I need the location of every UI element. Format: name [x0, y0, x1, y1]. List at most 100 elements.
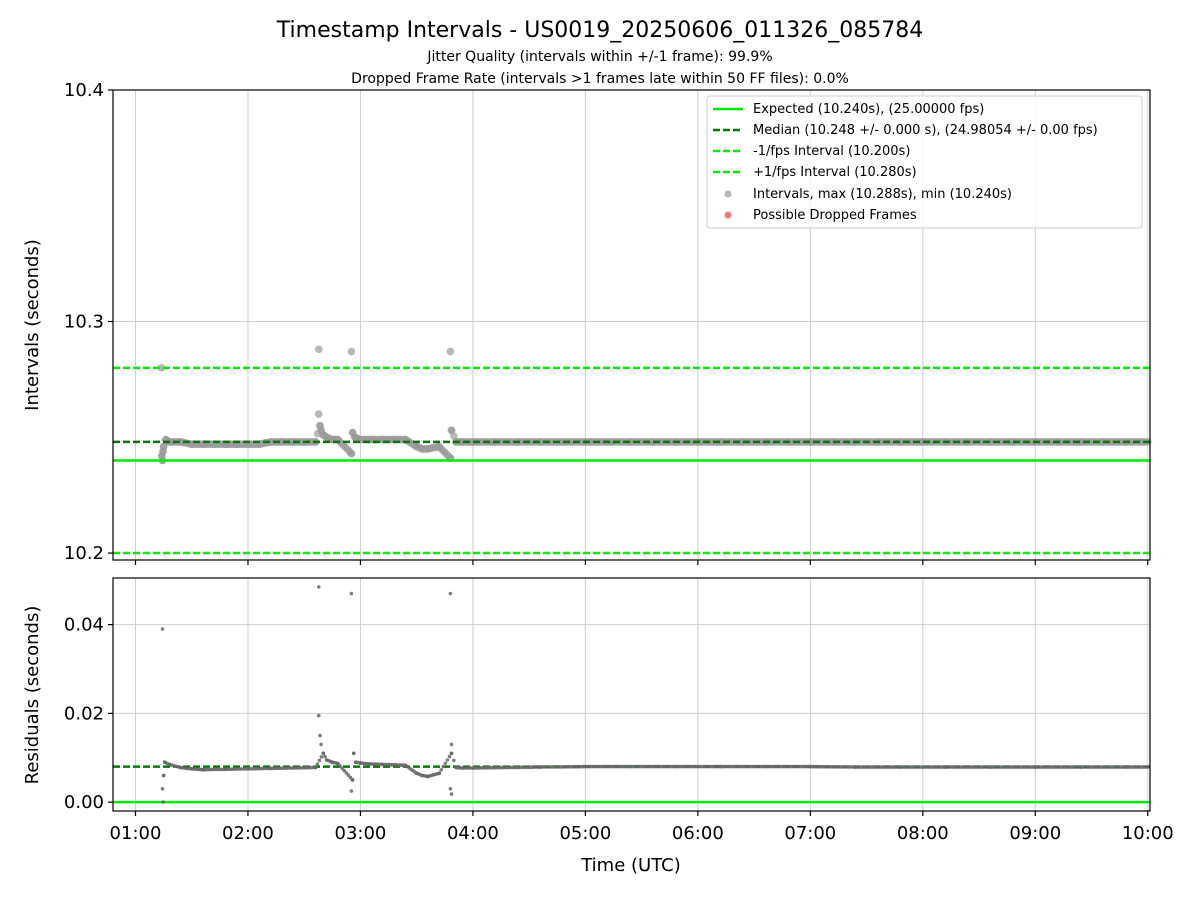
x-tick-label-7: 08:00 [897, 823, 949, 844]
residuals-point-52 [853, 765, 858, 769]
residuals-point-13 [313, 765, 318, 770]
residuals-band-point [338, 764, 342, 768]
residuals-point-43 [471, 766, 475, 770]
residuals-band-point [439, 768, 444, 772]
residuals-point-31 [403, 763, 408, 768]
residuals-point-32 [414, 771, 419, 776]
intervals-point-74 [1099, 438, 1107, 446]
residuals-point-2 [161, 800, 165, 804]
residuals-point-3 [161, 773, 166, 778]
residuals-point-41 [454, 765, 458, 770]
residuals-point-12 [291, 766, 295, 770]
residuals-panel: 0.00 0.02 0.04 01:00 02:00 03:00 04:00 05:00 06… [22, 577, 1174, 876]
x-axis-label: Time (UTC) [580, 855, 681, 876]
residuals-point-56 [1033, 765, 1038, 769]
residuals-grid [113, 578, 1150, 811]
intervals-point-21 [315, 410, 323, 418]
chart-subtitle-jitter: Jitter Quality (intervals within +/-1 fr… [426, 49, 772, 65]
residuals-point-36 [448, 591, 453, 596]
residuals-point-4 [162, 760, 167, 764]
residuals-point-10 [246, 767, 250, 771]
residuals-y-tick-label-0: 0.00 [64, 792, 104, 813]
intervals-point-7 [176, 438, 185, 446]
residuals-point-45 [538, 765, 543, 769]
residuals-point-35 [437, 771, 442, 776]
intervals-point-15 [266, 438, 275, 446]
residuals-point-37 [448, 787, 453, 791]
residuals-point-8 [201, 767, 205, 772]
residuals-point-11 [268, 766, 273, 771]
intervals-plot-frame [112, 89, 1151, 561]
chart-title: Timestamp Intervals - US0019_20250606_01… [276, 18, 923, 43]
intervals-point-58 [739, 438, 747, 446]
residuals-point-27 [358, 761, 363, 765]
intervals-point-29 [347, 449, 356, 458]
residuals-point-16 [318, 733, 322, 738]
intervals-band-point [450, 432, 458, 440]
chart-subtitle-dropped: Dropped Frame Rate (intervals >1 frames … [351, 71, 849, 87]
legend-plus-fps-label: +1/fps Interval (10.280s) [753, 165, 917, 180]
intervals-point-61 [806, 438, 815, 446]
residuals-point-6 [178, 765, 183, 770]
residuals-point-53 [898, 765, 903, 769]
intervals-point-40 [435, 442, 444, 451]
residuals-band-point [441, 764, 446, 769]
intervals-legend: Expected (10.240s), (25.00000 fps) Media… [706, 95, 1143, 229]
residuals-point-7 [189, 767, 194, 771]
residuals-point-28 [369, 762, 374, 766]
intervals-point-54 [649, 438, 657, 446]
residuals-point-14 [317, 585, 321, 589]
intervals-point-70 [1009, 438, 1017, 446]
intervals-point-49 [536, 438, 545, 446]
x-tick-label-8: 09:00 [1009, 823, 1061, 844]
residuals-point-23 [349, 789, 354, 793]
residuals-y-ticks: 0.00 0.02 0.04 [64, 615, 113, 813]
intervals-point-46 [469, 438, 477, 446]
residuals-point-17 [319, 742, 323, 747]
residuals-point-18 [321, 751, 326, 756]
residuals-point-21 [336, 761, 340, 766]
residuals-point-1 [160, 787, 165, 791]
intervals-point-73 [1076, 438, 1085, 446]
intervals-x-tick-marks [134, 560, 1149, 565]
intervals-y-tick-label-2: 10.4 [64, 80, 104, 101]
residuals-point-47 [628, 764, 633, 769]
residuals-plot-frame [112, 577, 1151, 812]
residuals-point-48 [673, 764, 678, 769]
residuals-band-point [323, 754, 327, 759]
residuals-point-40 [449, 792, 454, 796]
residuals-band-point [348, 775, 353, 780]
residuals-point-42 [459, 766, 464, 770]
residuals-point-38 [449, 742, 454, 747]
intervals-points [157, 345, 1152, 465]
residuals-point-58 [1123, 765, 1128, 769]
intervals-point-62 [829, 438, 837, 446]
intervals-point-45 [457, 438, 466, 446]
intervals-reference-lines [113, 366, 1150, 555]
legend-dropped-marker [724, 211, 732, 219]
residuals-y-tick-label-1: 0.02 [64, 703, 104, 724]
residuals-point-26 [354, 760, 358, 764]
intervals-point-0 [157, 364, 166, 372]
residuals-point-59 [1146, 765, 1150, 769]
residuals-point-15 [317, 713, 321, 718]
intervals-y-tick-label-0: 10.2 [64, 543, 104, 564]
intervals-point-20 [315, 345, 323, 354]
intervals-point-16 [277, 438, 286, 446]
residuals-y-axis-label: Residuals (seconds) [22, 606, 43, 785]
residuals-point-50 [763, 764, 768, 769]
residuals-point-34 [426, 774, 430, 779]
intervals-y-tick-label-1: 10.3 [64, 312, 104, 333]
intervals-point-50 [559, 438, 567, 446]
residuals-band-point [340, 766, 344, 770]
residuals-band-point [317, 758, 322, 763]
x-tick-label-1: 02:00 [222, 823, 274, 844]
intervals-y-ticks: 10.2 10.3 10.4 [64, 80, 113, 564]
intervals-point-53 [626, 438, 635, 446]
residuals-point-25 [351, 751, 356, 756]
intervals-point-28 [347, 347, 356, 356]
residuals-points [160, 585, 1150, 804]
residuals-band-point [342, 768, 347, 773]
residuals-point-0 [160, 627, 165, 631]
residuals-point-54 [943, 765, 948, 769]
